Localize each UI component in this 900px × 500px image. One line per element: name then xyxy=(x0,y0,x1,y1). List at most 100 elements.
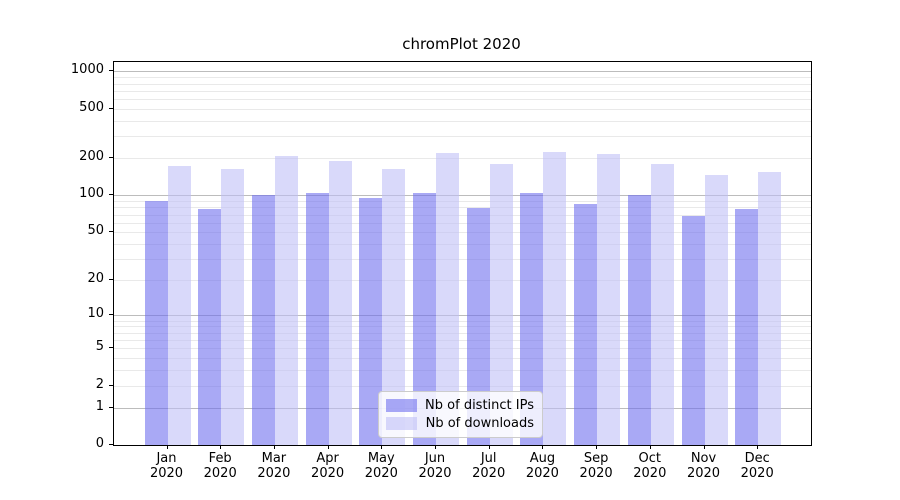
y-tick-label: 200 xyxy=(79,149,104,165)
gridline-minor xyxy=(114,99,811,100)
bar-downloads xyxy=(382,168,406,445)
y-tick-label: 5 xyxy=(95,339,104,355)
y-tick-mark xyxy=(109,406,113,408)
gridline-minor xyxy=(114,207,811,209)
x-tick-mark xyxy=(220,445,222,449)
y-tick-mark xyxy=(109,279,113,281)
gridline-major xyxy=(114,315,811,317)
y-tick-mark xyxy=(109,70,113,72)
gridline-minor xyxy=(114,120,811,122)
y-tick-mark xyxy=(109,444,113,445)
legend: Nb of distinct IPs Nb of downloads xyxy=(378,391,543,438)
gridline-minor xyxy=(114,108,811,110)
x-tick-label: Apr 2020 xyxy=(311,451,345,481)
gridline-minor xyxy=(114,136,811,138)
x-tick-label: Aug 2020 xyxy=(525,451,559,481)
bar-distinct-ips xyxy=(251,195,275,445)
gridline-minor xyxy=(114,280,811,282)
x-tick-label: Oct 2020 xyxy=(633,451,667,481)
y-tick-label: 1000 xyxy=(70,62,104,78)
x-tick-mark xyxy=(166,445,168,449)
x-tick-label: Mar 2020 xyxy=(257,451,291,481)
bar-downloads xyxy=(167,166,191,445)
bar-distinct-ips xyxy=(144,201,168,445)
y-tick-mark xyxy=(109,107,113,109)
x-tick-mark xyxy=(327,445,329,449)
x-tick-mark xyxy=(757,445,759,449)
gridline-minor xyxy=(114,158,811,160)
legend-swatch-ips-icon xyxy=(386,399,417,412)
gridline-minor xyxy=(114,201,811,203)
x-tick-mark xyxy=(649,445,651,449)
gridline-minor xyxy=(114,232,811,234)
legend-label-downloads: Nb of downloads xyxy=(425,416,534,431)
y-tick-mark xyxy=(109,157,113,159)
x-tick-label: Jan 2020 xyxy=(149,451,184,481)
y-tick-mark xyxy=(109,384,113,386)
x-tick-mark xyxy=(381,445,383,449)
x-tick-mark xyxy=(542,445,544,449)
x-tick-label: Feb 2020 xyxy=(203,451,237,481)
gridline-minor xyxy=(114,83,811,85)
gridline-minor xyxy=(114,259,811,261)
legend-swatch-downloads-icon xyxy=(386,417,417,430)
gridline-minor xyxy=(114,214,811,216)
bar-distinct-ips xyxy=(413,193,436,445)
bar-downloads xyxy=(758,171,782,445)
y-tick-label: 100 xyxy=(79,186,104,202)
chart-title: chromPlot 2020 xyxy=(402,35,521,53)
plot-area xyxy=(113,61,812,446)
x-tick-label: Jul 2020 xyxy=(472,451,506,481)
gridline-minor xyxy=(114,326,811,328)
gridline-major xyxy=(114,195,811,197)
gridline-minor xyxy=(114,370,811,371)
y-tick-mark xyxy=(109,347,113,349)
gridline-minor xyxy=(114,320,811,322)
x-tick-label: Jun 2020 xyxy=(418,451,452,481)
gridline-major xyxy=(114,71,811,73)
bar-distinct-ips xyxy=(627,194,651,445)
gridline-minor xyxy=(114,385,811,387)
gridline-minor xyxy=(114,77,811,79)
bar-distinct-ips xyxy=(359,198,383,445)
bar-distinct-ips xyxy=(681,216,705,445)
bar-downloads xyxy=(274,155,298,445)
gridline-minor xyxy=(114,90,811,92)
y-tick-mark xyxy=(109,231,113,233)
bar-distinct-ips xyxy=(305,193,329,445)
bar-downloads xyxy=(328,161,352,445)
x-tick-mark xyxy=(273,445,275,449)
gridline-minor xyxy=(114,348,811,350)
gridline-minor xyxy=(114,358,811,359)
x-tick-label: Nov 2020 xyxy=(686,451,721,481)
x-tick-label: May 2020 xyxy=(364,451,398,481)
gridline-minor xyxy=(114,332,811,334)
bar-distinct-ips xyxy=(735,208,759,445)
y-tick-mark xyxy=(109,194,113,196)
gridline-minor xyxy=(114,339,811,341)
y-tick-label: 1 xyxy=(95,398,104,414)
legend-label-distinct-ips: Nb of distinct IPs xyxy=(425,398,534,413)
bar-distinct-ips xyxy=(198,208,222,445)
bar-downloads xyxy=(221,169,245,445)
bar-distinct-ips xyxy=(466,208,490,445)
bar-distinct-ips xyxy=(574,203,598,445)
bar-downloads xyxy=(650,164,674,445)
x-tick-mark xyxy=(488,445,490,449)
y-tick-label: 20 xyxy=(87,271,104,287)
gridline-minor xyxy=(114,222,811,224)
legend-item-distinct-ips: Nb of distinct IPs xyxy=(386,398,534,413)
y-tick-label: 50 xyxy=(87,223,104,239)
legend-item-downloads: Nb of downloads xyxy=(386,416,534,431)
x-tick-mark xyxy=(596,445,598,449)
x-tick-mark xyxy=(435,445,436,449)
bar-downloads xyxy=(543,152,567,445)
x-tick-mark xyxy=(703,445,705,449)
bar-downloads xyxy=(489,164,513,445)
bar-downloads xyxy=(436,153,459,445)
x-tick-label: Dec 2020 xyxy=(740,451,774,481)
y-tick-label: 0 xyxy=(95,436,104,451)
y-tick-label: 10 xyxy=(87,306,104,322)
bar-downloads xyxy=(597,153,621,445)
